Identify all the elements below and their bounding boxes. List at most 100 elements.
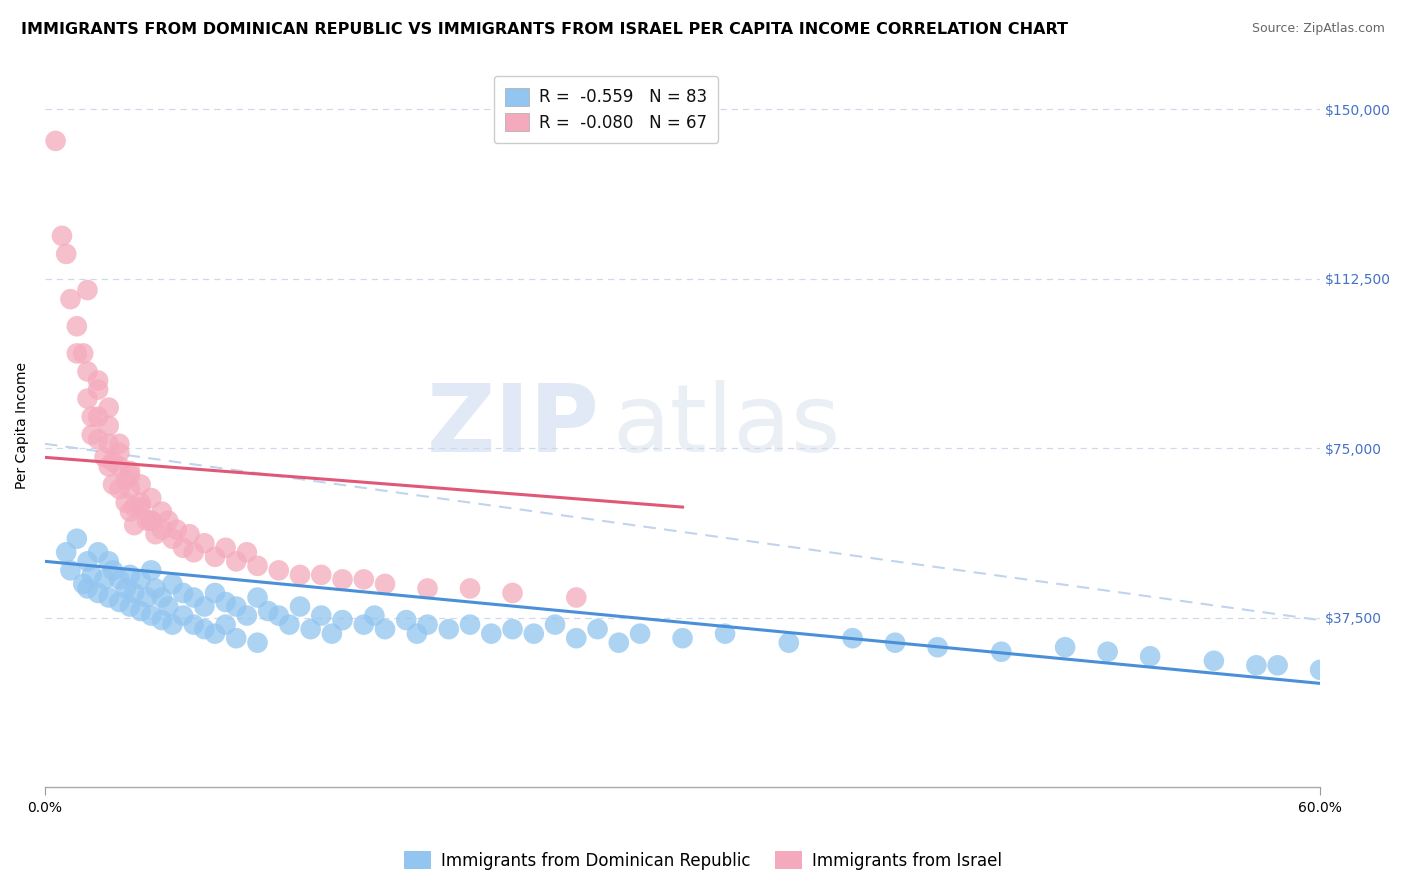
Point xyxy=(353,573,375,587)
Point xyxy=(179,527,201,541)
Point xyxy=(122,586,145,600)
Point xyxy=(97,459,120,474)
Point xyxy=(607,636,630,650)
Point xyxy=(1097,645,1119,659)
Point xyxy=(93,450,115,465)
Point xyxy=(236,545,259,559)
Point xyxy=(97,554,120,568)
Point xyxy=(141,514,163,528)
Point xyxy=(150,591,173,605)
Point xyxy=(214,595,236,609)
Point xyxy=(363,608,385,623)
Point xyxy=(257,604,280,618)
Point xyxy=(778,636,800,650)
Point xyxy=(145,527,167,541)
Point xyxy=(72,577,94,591)
Point xyxy=(1139,649,1161,664)
Point xyxy=(193,622,215,636)
Point xyxy=(309,568,332,582)
Point xyxy=(416,582,439,596)
Point xyxy=(129,500,152,514)
Point xyxy=(927,640,949,655)
Point xyxy=(246,558,269,573)
Point xyxy=(59,292,82,306)
Point xyxy=(502,622,524,636)
Point xyxy=(246,591,269,605)
Point xyxy=(479,626,502,640)
Point xyxy=(76,392,98,406)
Point xyxy=(87,409,110,424)
Point xyxy=(114,582,136,596)
Point xyxy=(193,536,215,550)
Point xyxy=(118,468,141,483)
Point xyxy=(183,591,205,605)
Point xyxy=(150,523,173,537)
Point xyxy=(374,622,396,636)
Point xyxy=(288,599,311,614)
Point xyxy=(1246,658,1268,673)
Point xyxy=(183,545,205,559)
Point xyxy=(129,573,152,587)
Point xyxy=(55,545,77,559)
Point xyxy=(101,563,124,577)
Point xyxy=(51,228,73,243)
Point xyxy=(150,613,173,627)
Point xyxy=(193,599,215,614)
Point xyxy=(990,645,1012,659)
Point xyxy=(214,541,236,555)
Point xyxy=(118,599,141,614)
Point xyxy=(162,532,184,546)
Point xyxy=(108,437,131,451)
Point xyxy=(884,636,907,650)
Point xyxy=(129,477,152,491)
Point xyxy=(278,617,301,632)
Point xyxy=(374,577,396,591)
Point xyxy=(87,383,110,397)
Point xyxy=(172,608,194,623)
Text: Source: ZipAtlas.com: Source: ZipAtlas.com xyxy=(1251,22,1385,36)
Point xyxy=(76,364,98,378)
Point xyxy=(122,500,145,514)
Point xyxy=(1054,640,1077,655)
Point xyxy=(299,622,322,636)
Point xyxy=(416,617,439,632)
Point xyxy=(114,473,136,487)
Point xyxy=(108,482,131,496)
Point xyxy=(267,608,290,623)
Point xyxy=(101,455,124,469)
Point xyxy=(204,549,226,564)
Point xyxy=(172,586,194,600)
Point xyxy=(166,523,188,537)
Point xyxy=(225,599,247,614)
Point xyxy=(141,563,163,577)
Point xyxy=(129,604,152,618)
Point xyxy=(136,514,159,528)
Point xyxy=(332,613,354,627)
Point xyxy=(150,505,173,519)
Y-axis label: Per Capita Income: Per Capita Income xyxy=(15,362,30,489)
Text: IMMIGRANTS FROM DOMINICAN REPUBLIC VS IMMIGRANTS FROM ISRAEL PER CAPITA INCOME C: IMMIGRANTS FROM DOMINICAN REPUBLIC VS IM… xyxy=(21,22,1069,37)
Point xyxy=(671,631,693,645)
Point xyxy=(437,622,460,636)
Point xyxy=(80,409,103,424)
Point xyxy=(87,374,110,388)
Point xyxy=(236,608,259,623)
Point xyxy=(1309,663,1331,677)
Text: ZIP: ZIP xyxy=(427,380,600,472)
Point xyxy=(841,631,863,645)
Point xyxy=(118,568,141,582)
Legend: R =  -0.559   N = 83, R =  -0.080   N = 67: R = -0.559 N = 83, R = -0.080 N = 67 xyxy=(494,76,718,144)
Point xyxy=(586,622,609,636)
Point xyxy=(97,418,120,433)
Point xyxy=(118,505,141,519)
Point xyxy=(172,541,194,555)
Point xyxy=(80,568,103,582)
Text: atlas: atlas xyxy=(613,380,841,472)
Point xyxy=(76,554,98,568)
Point xyxy=(145,582,167,596)
Point xyxy=(714,626,737,640)
Point xyxy=(97,591,120,605)
Point xyxy=(118,464,141,478)
Point xyxy=(246,636,269,650)
Point xyxy=(1202,654,1225,668)
